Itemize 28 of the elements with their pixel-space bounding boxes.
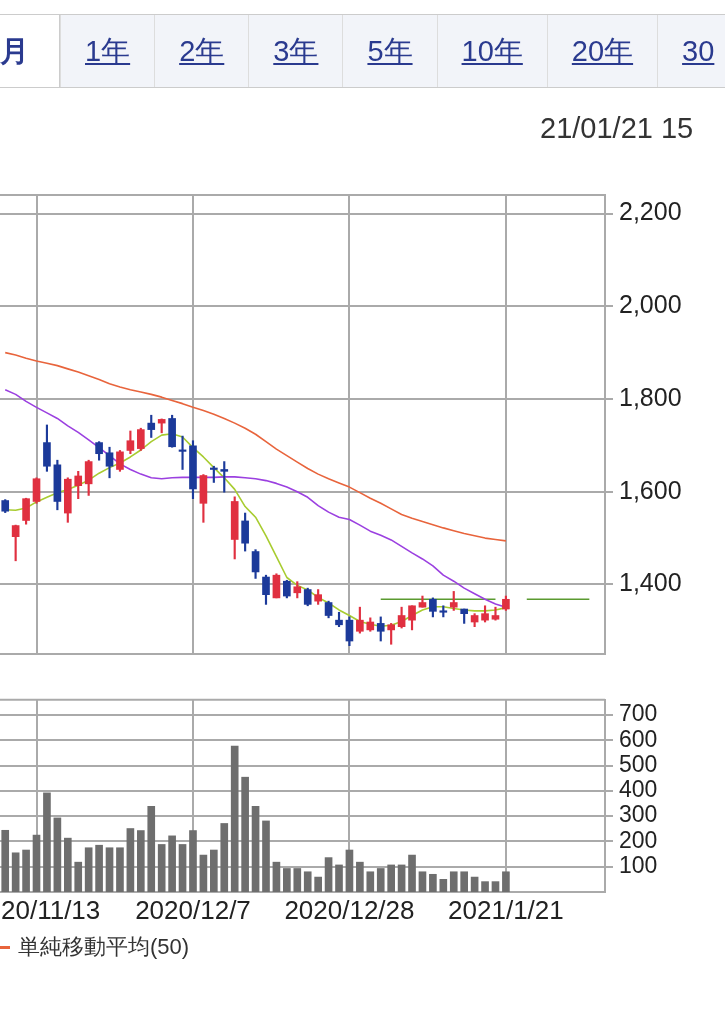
candlestick: [439, 605, 448, 618]
y-tick-label: 700: [619, 700, 658, 727]
text: 5年: [342, 15, 437, 87]
y-tick-label: 2,200: [619, 197, 682, 226]
text: 2年: [154, 15, 249, 87]
text: 20年: [546, 15, 658, 87]
y-tick-label: 500: [619, 750, 658, 777]
x-tick-label: 20/11/13: [1, 895, 101, 926]
candlestick: [220, 461, 229, 493]
text: 1年: [60, 15, 155, 87]
chart-subtitle: 21/01/21 15: [540, 112, 694, 145]
y-tick-label: 1,800: [619, 382, 682, 411]
x-tick-label: 2020/12/7: [135, 895, 251, 926]
y-tick-label: 2,000: [619, 290, 682, 319]
y-tick-label: 600: [619, 725, 658, 752]
text: 3年: [248, 15, 343, 87]
x-tick-label: 2021/1/21: [448, 895, 564, 926]
text: 30: [657, 15, 725, 87]
y-tick-label: 1,400: [619, 568, 682, 597]
text: 月: [0, 15, 60, 87]
legend-label: 単純移動平均(50): [18, 933, 190, 961]
y-tick-label: 100: [619, 852, 658, 879]
y-tick-label: 200: [619, 826, 658, 853]
x-tick-label: 2020/12/28: [284, 895, 415, 926]
y-tick-label: 1,600: [619, 475, 682, 504]
y-tick-label: 400: [619, 776, 658, 803]
text: 10年: [436, 15, 547, 87]
y-tick-label: 300: [619, 801, 658, 828]
